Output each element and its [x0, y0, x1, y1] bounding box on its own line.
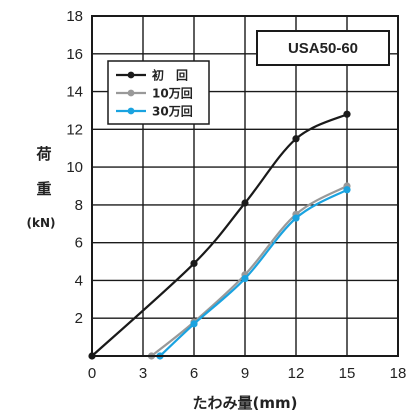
legend-label: 10万回 — [152, 87, 193, 101]
y-tick-label: 14 — [66, 84, 83, 101]
legend-label: 初 回 — [152, 68, 188, 83]
legend: 初 回 10万回 30万回 — [107, 60, 210, 125]
x-tick-label: 12 — [288, 365, 305, 382]
model-box: USA50-60 — [256, 30, 390, 66]
data-point — [292, 135, 300, 143]
x-tick-label: 18 — [390, 365, 407, 382]
y-tick-label: 10 — [66, 159, 83, 176]
legend-marker — [127, 71, 135, 79]
y-tick-label: 8 — [75, 197, 83, 214]
y-tick-label: 12 — [66, 121, 83, 138]
series-line-1 — [150, 185, 348, 357]
legend-label: 30万回 — [152, 105, 193, 119]
series-line-2 — [159, 188, 348, 357]
data-point — [343, 110, 351, 118]
x-tick-label: 9 — [241, 365, 249, 382]
y-axis-unit: (kN) — [27, 216, 56, 230]
y-axis-label-2: 重 — [36, 180, 51, 198]
tick-labels: 0 3 6 9 12 15 18 2 4 6 8 10 12 14 16 18 — [66, 8, 406, 382]
x-tick-label: 6 — [190, 365, 198, 382]
y-tick-label: 6 — [75, 235, 83, 252]
plot-frame — [91, 15, 399, 357]
legend-marker — [127, 89, 135, 97]
y-tick-label: 16 — [66, 46, 83, 63]
x-tick-label: 0 — [88, 365, 96, 382]
data-point — [190, 320, 198, 328]
legend-marker — [127, 107, 135, 115]
data-point — [190, 259, 198, 268]
y-tick-label: 4 — [75, 272, 83, 289]
series-line-0 — [91, 113, 348, 357]
series-group — [88, 110, 351, 360]
data-point — [241, 274, 249, 283]
y-axis-label-1: 荷 — [36, 145, 51, 163]
x-tick-label: 3 — [139, 365, 147, 382]
x-axis-label: たわみ量(mm) — [193, 394, 298, 412]
y-tick-label: 18 — [66, 8, 83, 25]
y-tick-label: 2 — [75, 310, 83, 327]
data-point — [292, 214, 300, 222]
data-point — [241, 199, 249, 207]
data-point — [343, 186, 351, 194]
model-label: USA50-60 — [288, 40, 358, 57]
x-tick-label: 15 — [339, 365, 356, 382]
